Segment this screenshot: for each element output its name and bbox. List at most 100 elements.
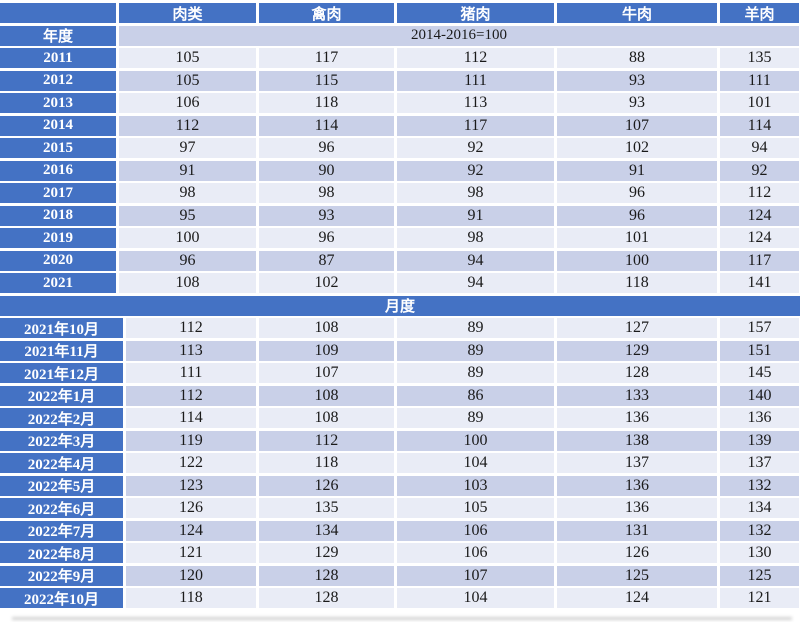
table-cell: 113 [397,93,554,113]
table-cell: 100 [557,250,717,271]
row-label: 2018 [0,205,116,226]
monthly-section: 2021年10月 112 108 89 127 157 2021年11月 113 109 89 12… [0,318,800,608]
table-cell: 102 [557,138,717,158]
table-cell: 108 [259,318,394,338]
table-cell: 117 [397,115,554,136]
table-cell: 130 [720,543,799,563]
table-cell: 112 [126,385,256,406]
base-period-note: 2014-2016=100 [119,25,799,46]
row-label: 2015 [0,138,116,158]
table-cell: 90 [259,160,394,181]
table-cell: 120 [126,565,256,586]
table-cell: 139 [720,430,799,451]
row-label: 2013 [0,93,116,113]
row-label: 2016 [0,160,116,181]
table-cell: 105 [119,48,256,68]
table-cell: 145 [720,363,799,383]
table-cell: 132 [720,520,799,541]
table-cell: 114 [259,115,394,136]
table-cell: 137 [720,453,799,473]
table-cell: 87 [259,250,394,271]
table-cell: 127 [557,318,717,338]
table-cell: 123 [126,475,256,496]
table-cell: 95 [119,205,256,226]
table-cell: 93 [557,70,717,91]
table-cell: 136 [557,498,717,518]
table-cell: 114 [720,115,799,136]
row-label: 2022年9月 [0,565,123,586]
monthly-section-label: 月度 [0,295,800,316]
row-label: 2022年2月 [0,408,123,428]
row-label: 2022年8月 [0,543,123,563]
table-cell: 106 [397,543,554,563]
row-label: 2022年1月 [0,385,123,406]
row-label: 2019 [0,228,116,248]
table-cell: 108 [259,385,394,406]
column-header-pork: 猪肉 [397,3,554,23]
table-cell: 136 [557,475,717,496]
row-label: 2022年7月 [0,520,123,541]
table-cell: 103 [397,475,554,496]
table-cell: 96 [259,228,394,248]
table-cell: 112 [259,430,394,451]
table-cell: 104 [397,453,554,473]
row-label: 2011 [0,48,116,68]
row-label: 2021 [0,273,116,293]
table-cell: 112 [119,115,256,136]
row-label: 2017 [0,183,116,203]
table-cell: 94 [720,138,799,158]
row-label: 2021年11月 [0,340,123,361]
table-cell: 112 [126,318,256,338]
table-cell: 102 [259,273,394,293]
table-cell: 126 [259,475,394,496]
table-cell: 100 [119,228,256,248]
corner-cell [0,3,116,23]
table-cell: 128 [557,363,717,383]
table-cell: 98 [397,228,554,248]
table-cell: 117 [720,250,799,271]
table-cell: 157 [720,318,799,338]
table-cell: 126 [557,543,717,563]
table-cell: 118 [259,93,394,113]
table-cell: 128 [259,588,394,608]
table-cell: 114 [126,408,256,428]
table-cell: 112 [397,48,554,68]
table-cell: 125 [720,565,799,586]
table-cell: 141 [720,273,799,293]
table-cell: 132 [720,475,799,496]
table-cell: 124 [557,588,717,608]
table-cell: 135 [259,498,394,518]
table-cell: 113 [126,340,256,361]
row-label: 2021年12月 [0,363,123,383]
table-cell: 89 [397,340,554,361]
table-cell: 100 [397,430,554,451]
row-label: 2022年6月 [0,498,123,518]
table-cell: 136 [557,408,717,428]
table-cell: 111 [126,363,256,383]
table-cell: 89 [397,318,554,338]
table-cell: 126 [126,498,256,518]
table-cell: 96 [259,138,394,158]
table-cell: 106 [119,93,256,113]
table-cell: 91 [557,160,717,181]
table-cell: 131 [557,520,717,541]
table-cell: 86 [397,385,554,406]
table-cell: 92 [397,138,554,158]
table-cell: 92 [397,160,554,181]
table-cell: 88 [557,48,717,68]
table-cell: 107 [259,363,394,383]
table-cell: 101 [557,228,717,248]
table-cell: 108 [119,273,256,293]
column-header-poultry: 禽肉 [259,3,394,23]
row-label: 2022年4月 [0,453,123,473]
table-cell: 111 [397,70,554,91]
table-cell: 98 [259,183,394,203]
table-cell: 104 [397,588,554,608]
table-cell: 134 [259,520,394,541]
table-cell: 128 [259,565,394,586]
row-label: 2014 [0,115,116,136]
table-cell: 96 [557,205,717,226]
yearly-section-label: 年度 [0,25,116,46]
table-cell: 93 [259,205,394,226]
